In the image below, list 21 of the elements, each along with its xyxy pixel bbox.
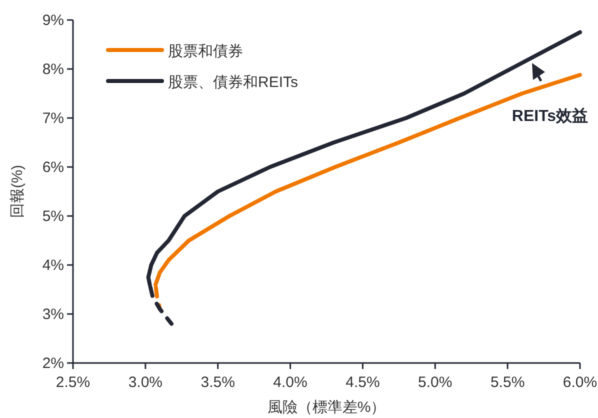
- x-tick-label: 3.0%: [128, 374, 163, 391]
- x-tick-label: 4.0%: [273, 374, 308, 391]
- y-tick-label: 4%: [42, 257, 64, 274]
- annotation: REITs效益: [512, 107, 588, 125]
- x-tick-label: 2.5%: [56, 374, 90, 391]
- y-tick-label: 6%: [42, 159, 64, 176]
- y-tick-label: 7%: [42, 110, 64, 127]
- y-tick-label: 5%: [42, 208, 64, 225]
- y-tick-label: 8%: [42, 61, 64, 78]
- x-tick-label: 4.5%: [346, 374, 380, 391]
- y-tick-label: 2%: [42, 355, 64, 372]
- legend-label: 股票、債券和REITs: [168, 74, 298, 91]
- y-tick-label: 3%: [42, 306, 64, 323]
- x-tick-label: 5.0%: [418, 374, 452, 391]
- x-tick-label: 3.5%: [200, 374, 235, 391]
- y-tick-label: 9%: [42, 12, 64, 29]
- x-tick-label: 5.5%: [490, 374, 525, 391]
- x-tick-label: 6.0%: [562, 374, 598, 391]
- legend-label: 股票和債券: [168, 43, 243, 60]
- x-axis-title: 風險（標準差%）: [267, 399, 386, 416]
- y-axis-title: 回報(%): [9, 164, 26, 218]
